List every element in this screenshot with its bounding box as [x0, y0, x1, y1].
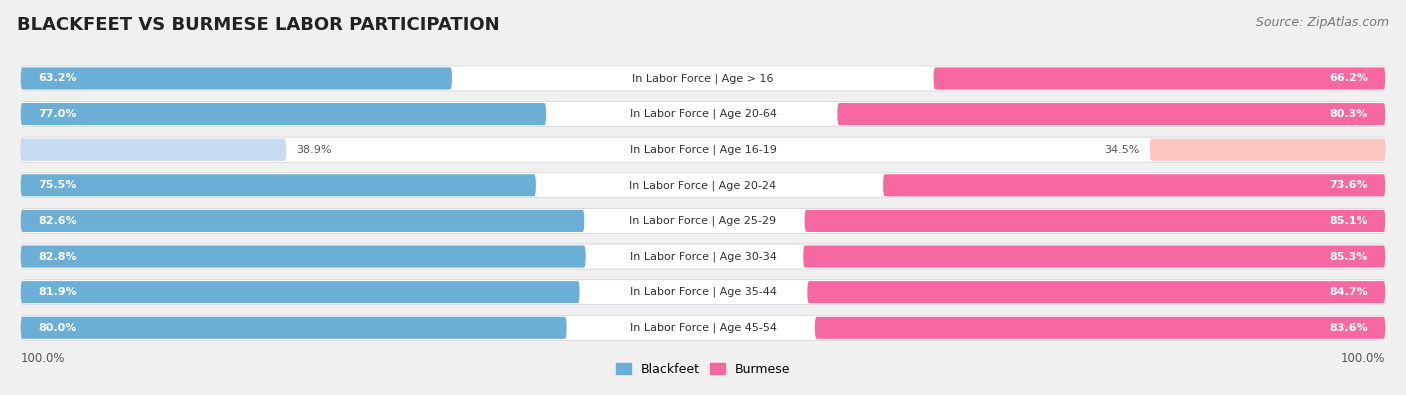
FancyBboxPatch shape [21, 103, 546, 125]
Text: 77.0%: 77.0% [38, 109, 76, 119]
Text: BLACKFEET VS BURMESE LABOR PARTICIPATION: BLACKFEET VS BURMESE LABOR PARTICIPATION [17, 16, 499, 34]
Text: 80.3%: 80.3% [1330, 109, 1368, 119]
Text: 83.6%: 83.6% [1330, 323, 1368, 333]
Text: In Labor Force | Age 20-24: In Labor Force | Age 20-24 [630, 180, 776, 190]
FancyBboxPatch shape [803, 246, 1385, 267]
Text: 82.6%: 82.6% [38, 216, 77, 226]
Text: In Labor Force | Age 45-54: In Labor Force | Age 45-54 [630, 323, 776, 333]
FancyBboxPatch shape [1150, 139, 1385, 161]
FancyBboxPatch shape [934, 68, 1385, 90]
FancyBboxPatch shape [21, 280, 1385, 305]
Legend: Blackfeet, Burmese: Blackfeet, Burmese [616, 363, 790, 376]
FancyBboxPatch shape [21, 68, 451, 90]
Text: 100.0%: 100.0% [1340, 352, 1385, 365]
Text: 66.2%: 66.2% [1329, 73, 1368, 83]
Text: 85.1%: 85.1% [1330, 216, 1368, 226]
FancyBboxPatch shape [21, 102, 1385, 126]
FancyBboxPatch shape [21, 317, 567, 339]
Text: 85.3%: 85.3% [1330, 252, 1368, 261]
Text: 73.6%: 73.6% [1330, 180, 1368, 190]
FancyBboxPatch shape [807, 281, 1385, 303]
FancyBboxPatch shape [21, 244, 1385, 269]
Text: 84.7%: 84.7% [1329, 287, 1368, 297]
FancyBboxPatch shape [21, 173, 1385, 198]
FancyBboxPatch shape [838, 103, 1385, 125]
Text: 80.0%: 80.0% [38, 323, 76, 333]
Text: 63.2%: 63.2% [38, 73, 76, 83]
Text: 38.9%: 38.9% [297, 145, 332, 155]
Text: In Labor Force | Age 25-29: In Labor Force | Age 25-29 [630, 216, 776, 226]
Text: In Labor Force | Age > 16: In Labor Force | Age > 16 [633, 73, 773, 84]
Text: 82.8%: 82.8% [38, 252, 76, 261]
FancyBboxPatch shape [21, 246, 586, 267]
Text: 81.9%: 81.9% [38, 287, 77, 297]
FancyBboxPatch shape [21, 174, 536, 196]
Text: 75.5%: 75.5% [38, 180, 76, 190]
FancyBboxPatch shape [815, 317, 1385, 339]
Text: 34.5%: 34.5% [1104, 145, 1139, 155]
FancyBboxPatch shape [804, 210, 1385, 232]
Text: In Labor Force | Age 30-34: In Labor Force | Age 30-34 [630, 251, 776, 262]
FancyBboxPatch shape [21, 209, 1385, 233]
Text: Source: ZipAtlas.com: Source: ZipAtlas.com [1256, 16, 1389, 29]
Text: 100.0%: 100.0% [21, 352, 66, 365]
Text: In Labor Force | Age 20-64: In Labor Force | Age 20-64 [630, 109, 776, 119]
FancyBboxPatch shape [21, 139, 287, 161]
Text: In Labor Force | Age 35-44: In Labor Force | Age 35-44 [630, 287, 776, 297]
FancyBboxPatch shape [883, 174, 1385, 196]
FancyBboxPatch shape [21, 315, 1385, 340]
FancyBboxPatch shape [21, 66, 1385, 91]
FancyBboxPatch shape [21, 281, 579, 303]
Text: In Labor Force | Age 16-19: In Labor Force | Age 16-19 [630, 145, 776, 155]
FancyBboxPatch shape [21, 210, 585, 232]
FancyBboxPatch shape [21, 137, 1385, 162]
